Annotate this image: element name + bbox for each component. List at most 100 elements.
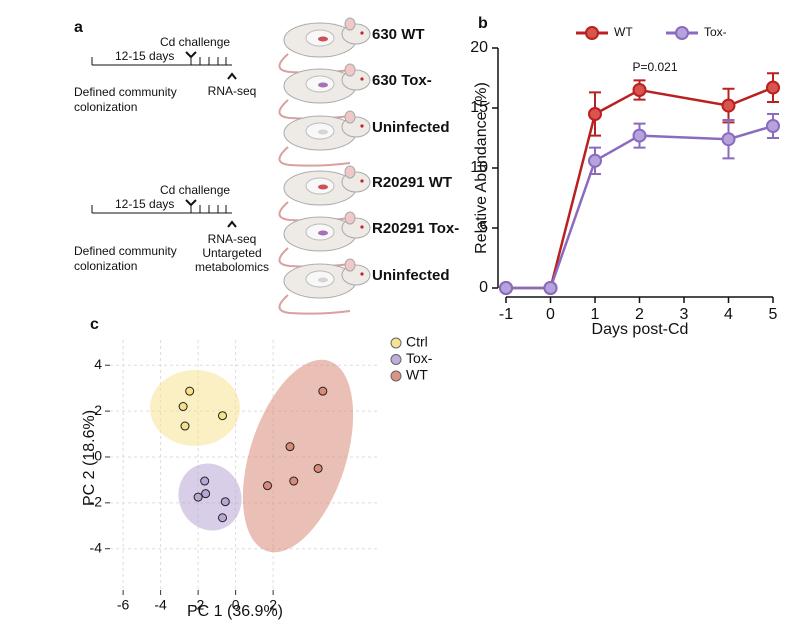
mouse-ear xyxy=(344,211,356,225)
x-tick-label: -1 xyxy=(499,306,513,323)
arrow xyxy=(185,199,197,207)
x-axis-label: PC 1 (36.9%) xyxy=(187,603,283,620)
challenge: Cd challenge xyxy=(160,183,230,197)
mouse-tail xyxy=(278,294,351,315)
x-tick-label: -4 xyxy=(154,597,167,613)
mouse-tail xyxy=(278,146,351,167)
marker xyxy=(632,83,647,97)
marker xyxy=(499,281,513,295)
y-tick-label: -2 xyxy=(90,494,103,510)
ellipse xyxy=(178,463,242,531)
mouse xyxy=(278,110,371,167)
panel-label: c xyxy=(90,316,99,333)
x-tick-label: -6 xyxy=(117,597,130,613)
y-tick-label: 15 xyxy=(470,99,488,116)
point xyxy=(263,481,272,491)
marker xyxy=(632,128,647,143)
legend-marker xyxy=(390,370,402,382)
duration: 12-15 days xyxy=(115,49,174,63)
ellipse xyxy=(150,370,240,446)
marker xyxy=(588,107,602,121)
y-axis-label: PC 2 (18.6%) xyxy=(81,410,98,506)
panel-label: b xyxy=(478,15,488,32)
mouse-eye xyxy=(360,77,364,81)
point xyxy=(178,402,188,412)
y-tick-label: 10 xyxy=(470,159,488,176)
marker xyxy=(721,98,736,113)
legend-marker xyxy=(585,26,599,40)
legend-marker xyxy=(675,26,689,40)
mouse-ear xyxy=(344,258,356,272)
mouse-cd xyxy=(318,82,328,88)
arrow xyxy=(227,72,237,80)
group-label: 630 Tox- xyxy=(372,72,432,89)
mouse-ear xyxy=(344,63,356,77)
mouse-eye xyxy=(360,124,364,128)
group-label: Uninfected xyxy=(372,119,450,136)
mouse-eye xyxy=(360,272,364,276)
group-label: Uninfected xyxy=(372,267,450,284)
legend-label: Tox- xyxy=(704,25,727,39)
mouse xyxy=(278,165,371,222)
group-label: 630 WT xyxy=(372,26,425,43)
point xyxy=(180,421,190,431)
point xyxy=(201,489,211,499)
marker xyxy=(721,132,736,147)
marker xyxy=(766,119,780,133)
setup: Defined community xyxy=(74,244,177,258)
marker xyxy=(588,153,602,168)
marker xyxy=(766,80,780,95)
point xyxy=(218,411,227,421)
mouse xyxy=(278,17,371,74)
legend-label: WT xyxy=(614,25,633,39)
x-tick-label: 2 xyxy=(269,597,277,613)
setup: colonization xyxy=(74,100,137,114)
mouse-ear xyxy=(344,17,356,31)
point xyxy=(185,386,195,396)
y-tick-label: 2 xyxy=(94,402,102,418)
mouse-eye xyxy=(360,179,364,183)
y-tick-label: 5 xyxy=(479,219,488,236)
y-tick-label: 4 xyxy=(94,356,102,372)
group-label: R20291 WT xyxy=(372,174,452,191)
y-axis-label: Relative Abundance (%) xyxy=(473,82,490,254)
point xyxy=(220,497,230,507)
setup: colonization xyxy=(74,259,137,273)
mouse-cd xyxy=(318,36,328,42)
point xyxy=(313,463,323,473)
mouse-cd xyxy=(318,129,328,135)
series-line xyxy=(506,124,774,290)
x-axis-label: Days post-Cd xyxy=(592,321,689,338)
mouse-ear xyxy=(344,165,356,179)
mouse-eye xyxy=(360,31,364,35)
marker xyxy=(543,281,558,295)
mouse-cd xyxy=(318,230,328,236)
duration: 12-15 days xyxy=(115,197,174,211)
point xyxy=(285,442,295,452)
mouse-ear xyxy=(344,110,356,124)
challenge: Cd challenge xyxy=(160,35,230,49)
mouse-cd xyxy=(318,184,328,190)
mouse xyxy=(278,258,371,315)
mouse-eye xyxy=(360,225,364,229)
mouse-cd xyxy=(318,277,328,283)
x-tick-label: 3 xyxy=(680,306,689,323)
x-tick-label: 4 xyxy=(724,306,733,323)
y-tick-label: 20 xyxy=(470,39,488,56)
readout: metabolomics xyxy=(195,260,269,274)
legend-marker xyxy=(390,354,402,365)
point xyxy=(318,386,328,396)
y-tick-label: 0 xyxy=(94,448,102,464)
ellipse xyxy=(242,359,354,553)
arrow xyxy=(227,220,237,228)
x-tick-label: 2 xyxy=(635,306,644,323)
setup: Defined community xyxy=(74,85,177,99)
point xyxy=(200,476,210,486)
x-tick-label: 0 xyxy=(546,306,555,323)
y-tick-label: -4 xyxy=(90,539,103,555)
x-tick-label: 0 xyxy=(232,597,240,613)
y-tick-label: 0 xyxy=(479,279,488,296)
group-label: R20291 Tox- xyxy=(372,220,459,237)
point xyxy=(218,513,227,523)
